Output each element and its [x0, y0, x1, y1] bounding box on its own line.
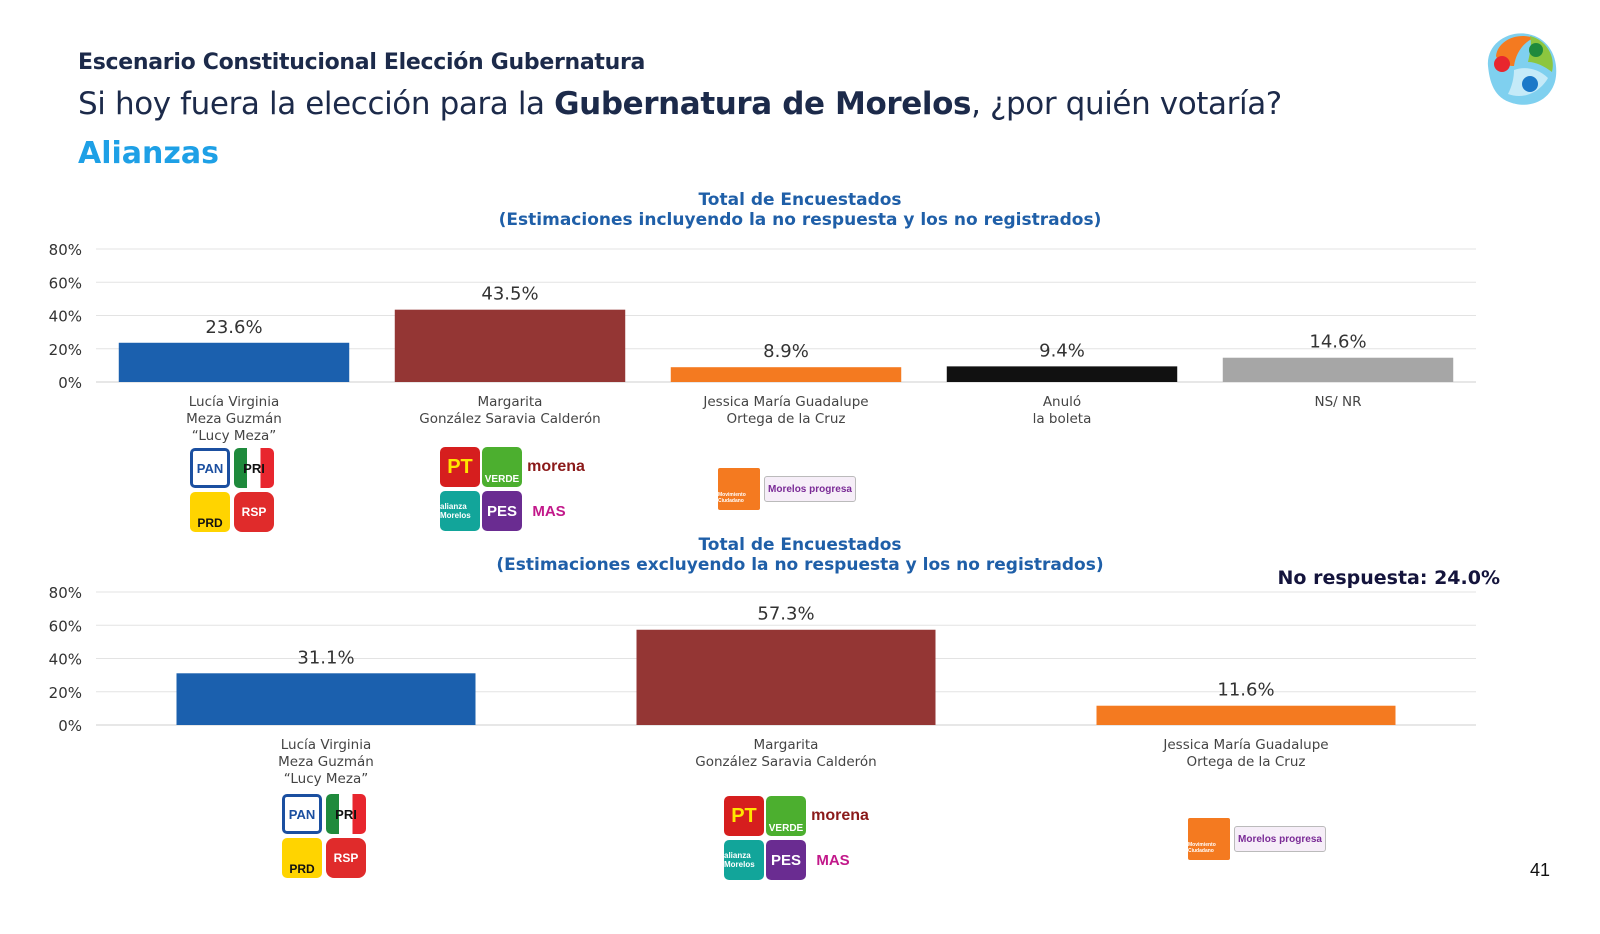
category-label: González Saravia Calderón — [419, 411, 600, 427]
data-label: 9.4% — [1039, 340, 1085, 361]
pri-logo: PRI — [234, 448, 274, 488]
bar — [636, 629, 936, 725]
slide-question: Si hoy fuera la elección para la Guberna… — [78, 86, 1282, 122]
data-label: 23.6% — [205, 317, 262, 338]
bar — [176, 673, 476, 725]
pan-logo: PAN — [282, 794, 322, 834]
prd-logo: PRD — [282, 838, 322, 878]
chart-1-title: Total de Encuestados (Estimaciones inclu… — [350, 190, 1250, 230]
alianza-morelos-logo: alianza Morelos — [724, 840, 764, 880]
pes-logo: PES — [766, 840, 806, 880]
pan-logo: PAN — [190, 448, 230, 488]
category-label: Margarita — [478, 394, 543, 410]
y-tick-label: 0% — [58, 717, 82, 735]
question-prefix: Si hoy fuera la elección para la — [78, 86, 555, 122]
category-label: González Saravia Calderón — [695, 754, 876, 770]
y-tick-label: 20% — [49, 341, 82, 359]
category-label: Meza Guzmán — [186, 411, 282, 427]
page-number: 41 — [1530, 860, 1551, 880]
category-label: Ortega de la Cruz — [1186, 754, 1305, 770]
movimiento-ciudadano-logo: Movimiento Ciudadano — [718, 468, 760, 510]
data-label: 31.1% — [297, 647, 354, 668]
slide-subtitle: Alianzas — [78, 136, 219, 171]
brand-logo — [1487, 33, 1557, 105]
bar — [1222, 357, 1454, 382]
mas-logo: MAS — [532, 502, 566, 520]
alliance-3-logos-top: Movimiento Ciudadano Morelos progresa — [718, 468, 858, 512]
pt-logo: PT — [724, 796, 764, 836]
chart-2-title: Total de Encuestados (Estimaciones exclu… — [350, 535, 1250, 575]
data-label: 57.3% — [757, 604, 814, 625]
alliance-1-logos-bottom: PAN PRI PRD RSP — [282, 794, 368, 880]
category-label: la boleta — [1033, 411, 1092, 427]
category-label: Meza Guzmán — [278, 754, 374, 770]
category-label: “Lucy Meza” — [192, 428, 276, 444]
movimiento-ciudadano-logo: Movimiento Ciudadano — [1188, 818, 1230, 860]
category-label: NS/ NR — [1315, 394, 1362, 410]
category-label: Jessica María Guadalupe — [1162, 737, 1328, 753]
chart-including-nonresponse: Total de Encuestados (Estimaciones inclu… — [49, 190, 1476, 444]
alliance-3-logos-bottom: Movimiento Ciudadano Morelos progresa — [1188, 818, 1328, 862]
alliance-2-logos-top: PT VERDE morena alianza Morelos PES MAS — [440, 447, 590, 533]
no-response-note: No respuesta: 24.0% — [1277, 567, 1501, 589]
y-tick-label: 60% — [49, 274, 82, 292]
y-tick-label: 20% — [49, 684, 82, 702]
verde-logo: VERDE — [766, 796, 806, 836]
pri-logo: PRI — [326, 794, 366, 834]
category-label: “Lucy Meza” — [284, 771, 368, 787]
category-label: Jessica María Guadalupe — [702, 394, 868, 410]
question-emphasis: Gubernatura de Morelos — [554, 86, 972, 122]
alliance-2-logos-bottom: PT VERDE morena alianza Morelos PES MAS — [724, 796, 874, 882]
morelos-progresa-logo: Morelos progresa — [1234, 826, 1326, 852]
y-tick-label: 40% — [49, 651, 82, 669]
bar — [946, 366, 1178, 382]
chart-1-title-line: Total de Encuestados — [698, 190, 902, 210]
bar — [118, 342, 350, 382]
category-label: Anuló — [1043, 394, 1081, 410]
morelos-progresa-logo: Morelos progresa — [764, 476, 856, 502]
mas-logo: MAS — [816, 851, 850, 869]
data-label: 11.6% — [1217, 680, 1274, 701]
prd-logo: PRD — [190, 492, 230, 532]
rsp-logo: RSP — [326, 838, 366, 878]
category-label: Ortega de la Cruz — [726, 411, 845, 427]
alianza-morelos-logo: alianza Morelos — [440, 491, 480, 531]
chart-2-title-line: Total de Encuestados — [698, 535, 902, 555]
bar — [1096, 705, 1396, 725]
category-label: Margarita — [754, 737, 819, 753]
bar — [394, 309, 626, 382]
y-tick-label: 60% — [49, 617, 82, 635]
chart-1-subtitle-line: (Estimaciones incluyendo la no respuesta… — [498, 210, 1102, 230]
pes-logo: PES — [482, 491, 522, 531]
data-label: 14.6% — [1309, 332, 1366, 353]
data-label: 8.9% — [763, 341, 809, 362]
question-suffix: , ¿por quién votaría? — [971, 86, 1282, 122]
pt-logo: PT — [440, 447, 480, 487]
y-tick-label: 80% — [49, 584, 82, 602]
morena-logo: morena — [811, 807, 869, 824]
rsp-logo: RSP — [234, 492, 274, 532]
y-tick-label: 0% — [58, 374, 82, 392]
y-tick-label: 80% — [49, 241, 82, 259]
verde-logo: VERDE — [482, 447, 522, 487]
morena-logo: morena — [527, 458, 585, 475]
slide-kicker: Escenario Constitucional Elección Gubern… — [78, 50, 646, 75]
alliance-1-logos-top: PAN PRI PRD RSP — [190, 448, 276, 534]
bar — [670, 367, 902, 382]
y-tick-label: 40% — [49, 308, 82, 326]
category-label: Lucía Virginia — [189, 394, 279, 410]
category-label: Lucía Virginia — [281, 737, 371, 753]
chart-2-subtitle-line: (Estimaciones excluyendo la no respuesta… — [496, 555, 1104, 575]
data-label: 43.5% — [481, 284, 538, 305]
